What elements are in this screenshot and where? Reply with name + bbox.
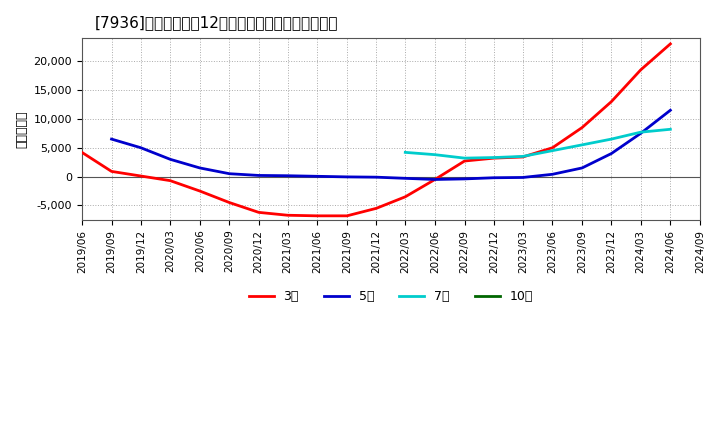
Y-axis label: （百万円）: （百万円） (15, 110, 28, 148)
Legend: 3年, 5年, 7年, 10年: 3年, 5年, 7年, 10年 (243, 285, 539, 308)
Text: [7936]　当期純利益12か月移動合計の平均値の推移: [7936] 当期純利益12か月移動合計の平均値の推移 (94, 15, 338, 30)
